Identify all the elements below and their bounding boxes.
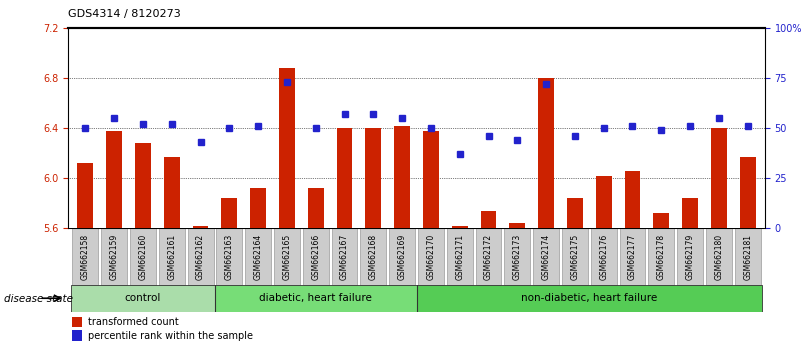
Bar <box>682 198 698 228</box>
FancyBboxPatch shape <box>216 228 242 285</box>
FancyBboxPatch shape <box>187 228 214 285</box>
Bar <box>365 128 381 228</box>
FancyBboxPatch shape <box>533 228 559 285</box>
Text: GSM662179: GSM662179 <box>686 234 694 280</box>
Bar <box>538 78 554 228</box>
FancyBboxPatch shape <box>648 228 674 285</box>
FancyBboxPatch shape <box>303 228 328 285</box>
Text: GSM662181: GSM662181 <box>743 234 752 280</box>
FancyBboxPatch shape <box>476 228 501 285</box>
Bar <box>221 198 237 228</box>
Bar <box>135 143 151 228</box>
FancyBboxPatch shape <box>159 228 185 285</box>
Text: GSM662170: GSM662170 <box>426 234 436 280</box>
FancyBboxPatch shape <box>360 228 386 285</box>
Bar <box>567 198 583 228</box>
Text: GSM662168: GSM662168 <box>368 234 378 280</box>
Text: GDS4314 / 8120273: GDS4314 / 8120273 <box>68 9 181 19</box>
Text: GSM662177: GSM662177 <box>628 234 637 280</box>
Text: GSM662164: GSM662164 <box>254 234 263 280</box>
Text: GSM662158: GSM662158 <box>81 234 90 280</box>
Bar <box>654 213 669 228</box>
Text: GSM662165: GSM662165 <box>283 234 292 280</box>
Bar <box>107 131 122 228</box>
Bar <box>279 68 295 228</box>
Text: non-diabetic, heart failure: non-diabetic, heart failure <box>521 293 658 303</box>
Bar <box>625 171 641 228</box>
FancyBboxPatch shape <box>72 228 99 285</box>
Text: disease state: disease state <box>4 294 73 304</box>
FancyBboxPatch shape <box>619 228 646 285</box>
Bar <box>336 128 352 228</box>
Bar <box>452 226 468 228</box>
Text: GSM662171: GSM662171 <box>455 234 465 280</box>
Text: GSM662159: GSM662159 <box>110 234 119 280</box>
Text: GSM662180: GSM662180 <box>714 234 723 280</box>
FancyBboxPatch shape <box>590 228 617 285</box>
FancyBboxPatch shape <box>71 285 215 312</box>
Text: GSM662178: GSM662178 <box>657 234 666 280</box>
FancyBboxPatch shape <box>332 228 357 285</box>
Text: GSM662175: GSM662175 <box>570 234 579 280</box>
Text: GSM662160: GSM662160 <box>139 234 147 280</box>
FancyBboxPatch shape <box>706 228 732 285</box>
FancyBboxPatch shape <box>447 228 473 285</box>
Text: GSM662174: GSM662174 <box>541 234 550 280</box>
FancyBboxPatch shape <box>562 228 588 285</box>
Bar <box>164 157 179 228</box>
Bar <box>711 128 727 228</box>
Text: GSM662167: GSM662167 <box>340 234 349 280</box>
FancyBboxPatch shape <box>389 228 415 285</box>
Text: diabetic, heart failure: diabetic, heart failure <box>260 293 372 303</box>
FancyBboxPatch shape <box>418 228 444 285</box>
Bar <box>481 211 497 228</box>
Bar <box>740 157 755 228</box>
Bar <box>192 226 208 228</box>
Bar <box>596 176 612 228</box>
Text: GSM662162: GSM662162 <box>196 234 205 280</box>
Bar <box>394 126 410 228</box>
Text: GSM662161: GSM662161 <box>167 234 176 280</box>
Text: percentile rank within the sample: percentile rank within the sample <box>88 331 253 341</box>
Text: GSM662173: GSM662173 <box>513 234 521 280</box>
FancyBboxPatch shape <box>215 285 417 312</box>
Text: transformed count: transformed count <box>88 317 179 327</box>
Bar <box>250 188 266 228</box>
FancyBboxPatch shape <box>274 228 300 285</box>
Text: control: control <box>125 293 161 303</box>
Bar <box>423 131 439 228</box>
FancyBboxPatch shape <box>130 228 156 285</box>
FancyBboxPatch shape <box>245 228 271 285</box>
Text: GSM662176: GSM662176 <box>599 234 608 280</box>
Bar <box>509 223 525 228</box>
Text: GSM662166: GSM662166 <box>312 234 320 280</box>
FancyBboxPatch shape <box>505 228 530 285</box>
Text: GSM662172: GSM662172 <box>484 234 493 280</box>
FancyBboxPatch shape <box>677 228 703 285</box>
Text: GSM662163: GSM662163 <box>225 234 234 280</box>
Text: GSM662169: GSM662169 <box>397 234 407 280</box>
FancyBboxPatch shape <box>417 285 762 312</box>
FancyBboxPatch shape <box>735 228 761 285</box>
Bar <box>78 163 93 228</box>
FancyBboxPatch shape <box>101 228 127 285</box>
Bar <box>308 188 324 228</box>
